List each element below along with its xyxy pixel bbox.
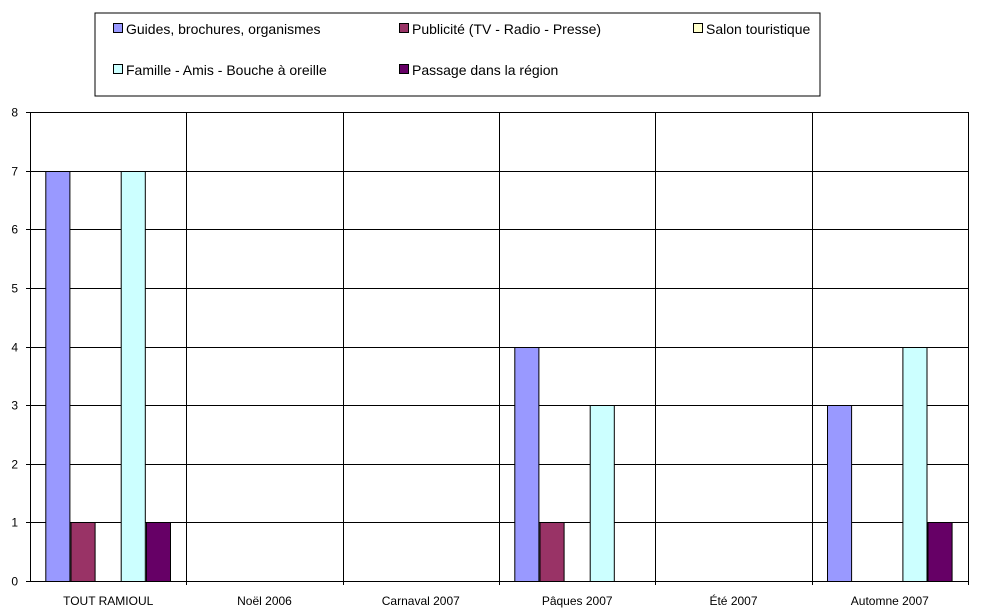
y-tick-label: 3 <box>11 399 18 413</box>
y-tick-label: 1 <box>11 516 18 530</box>
legend-label: Guides, brochures, organismes <box>126 21 321 37</box>
legend-swatch <box>113 64 123 74</box>
y-tick-label: 7 <box>11 165 18 179</box>
legend-label: Famille - Amis - Bouche à oreille <box>126 62 327 78</box>
y-tick-label: 2 <box>11 458 18 472</box>
x-tick-label: Noël 2006 <box>237 594 292 608</box>
legend-item-guides-brochures-organismes: Guides, brochures, organismes <box>113 21 321 37</box>
legend-label: Salon touristique <box>706 21 811 37</box>
y-tick-label: 0 <box>11 575 18 589</box>
bar-famille-amis-bouche-a-oreille-paques-2007 <box>589 405 615 582</box>
x-tick-label: Carnaval 2007 <box>382 594 460 608</box>
legend-label: Publicité (TV - Radio - Presse) <box>412 21 601 37</box>
legend-item-famille-amis-bouche-a-oreille: Famille - Amis - Bouche à oreille <box>113 62 327 78</box>
legend-swatch <box>399 64 409 74</box>
x-tick-label: Été 2007 <box>709 593 757 608</box>
legend-label: Passage dans la région <box>412 62 558 78</box>
bar-publicite-tv-radio-presse-paques-2007 <box>539 522 565 582</box>
legend-swatch <box>113 23 123 33</box>
bar-passage-dans-la-region-tout-ramioul <box>145 522 171 582</box>
x-tick-label: TOUT RAMIOUL <box>63 594 154 608</box>
legend-item-publicite-tv-radio-presse: Publicité (TV - Radio - Presse) <box>399 21 601 37</box>
y-tick-label: 4 <box>11 341 18 355</box>
bar-famille-amis-bouche-a-oreille-tout-ramioul <box>120 171 146 582</box>
bar-guides-brochures-organismes-tout-ramioul <box>45 171 71 582</box>
legend-item-passage-dans-la-region: Passage dans la région <box>399 62 558 78</box>
bar-publicite-tv-radio-presse-tout-ramioul <box>70 522 96 582</box>
legend: Guides, brochures, organismes Publicité (… <box>94 12 821 97</box>
y-tick-label: 5 <box>11 282 18 296</box>
x-tick-label: Pâques 2007 <box>542 594 613 608</box>
legend-item-salon-touristique: Salon touristique <box>693 21 811 37</box>
y-tick-label: 6 <box>11 223 18 237</box>
x-tick-label: Automne 2007 <box>851 594 929 608</box>
legend-swatch <box>399 23 409 33</box>
bar-guides-brochures-organismes-paques-2007 <box>514 347 540 582</box>
y-tick-label: 8 <box>11 106 18 120</box>
legend-swatch <box>693 23 703 33</box>
bar-famille-amis-bouche-a-oreille-automne-2007 <box>902 347 928 582</box>
plot-area: 0 1 2 3 4 5 6 7 8 TOUT RAMIOUL Noël 2006 Carnaval … <box>11 106 969 608</box>
bar-guides-brochures-organismes-automne-2007 <box>827 405 853 582</box>
bar-passage-dans-la-region-automne-2007 <box>927 522 953 582</box>
